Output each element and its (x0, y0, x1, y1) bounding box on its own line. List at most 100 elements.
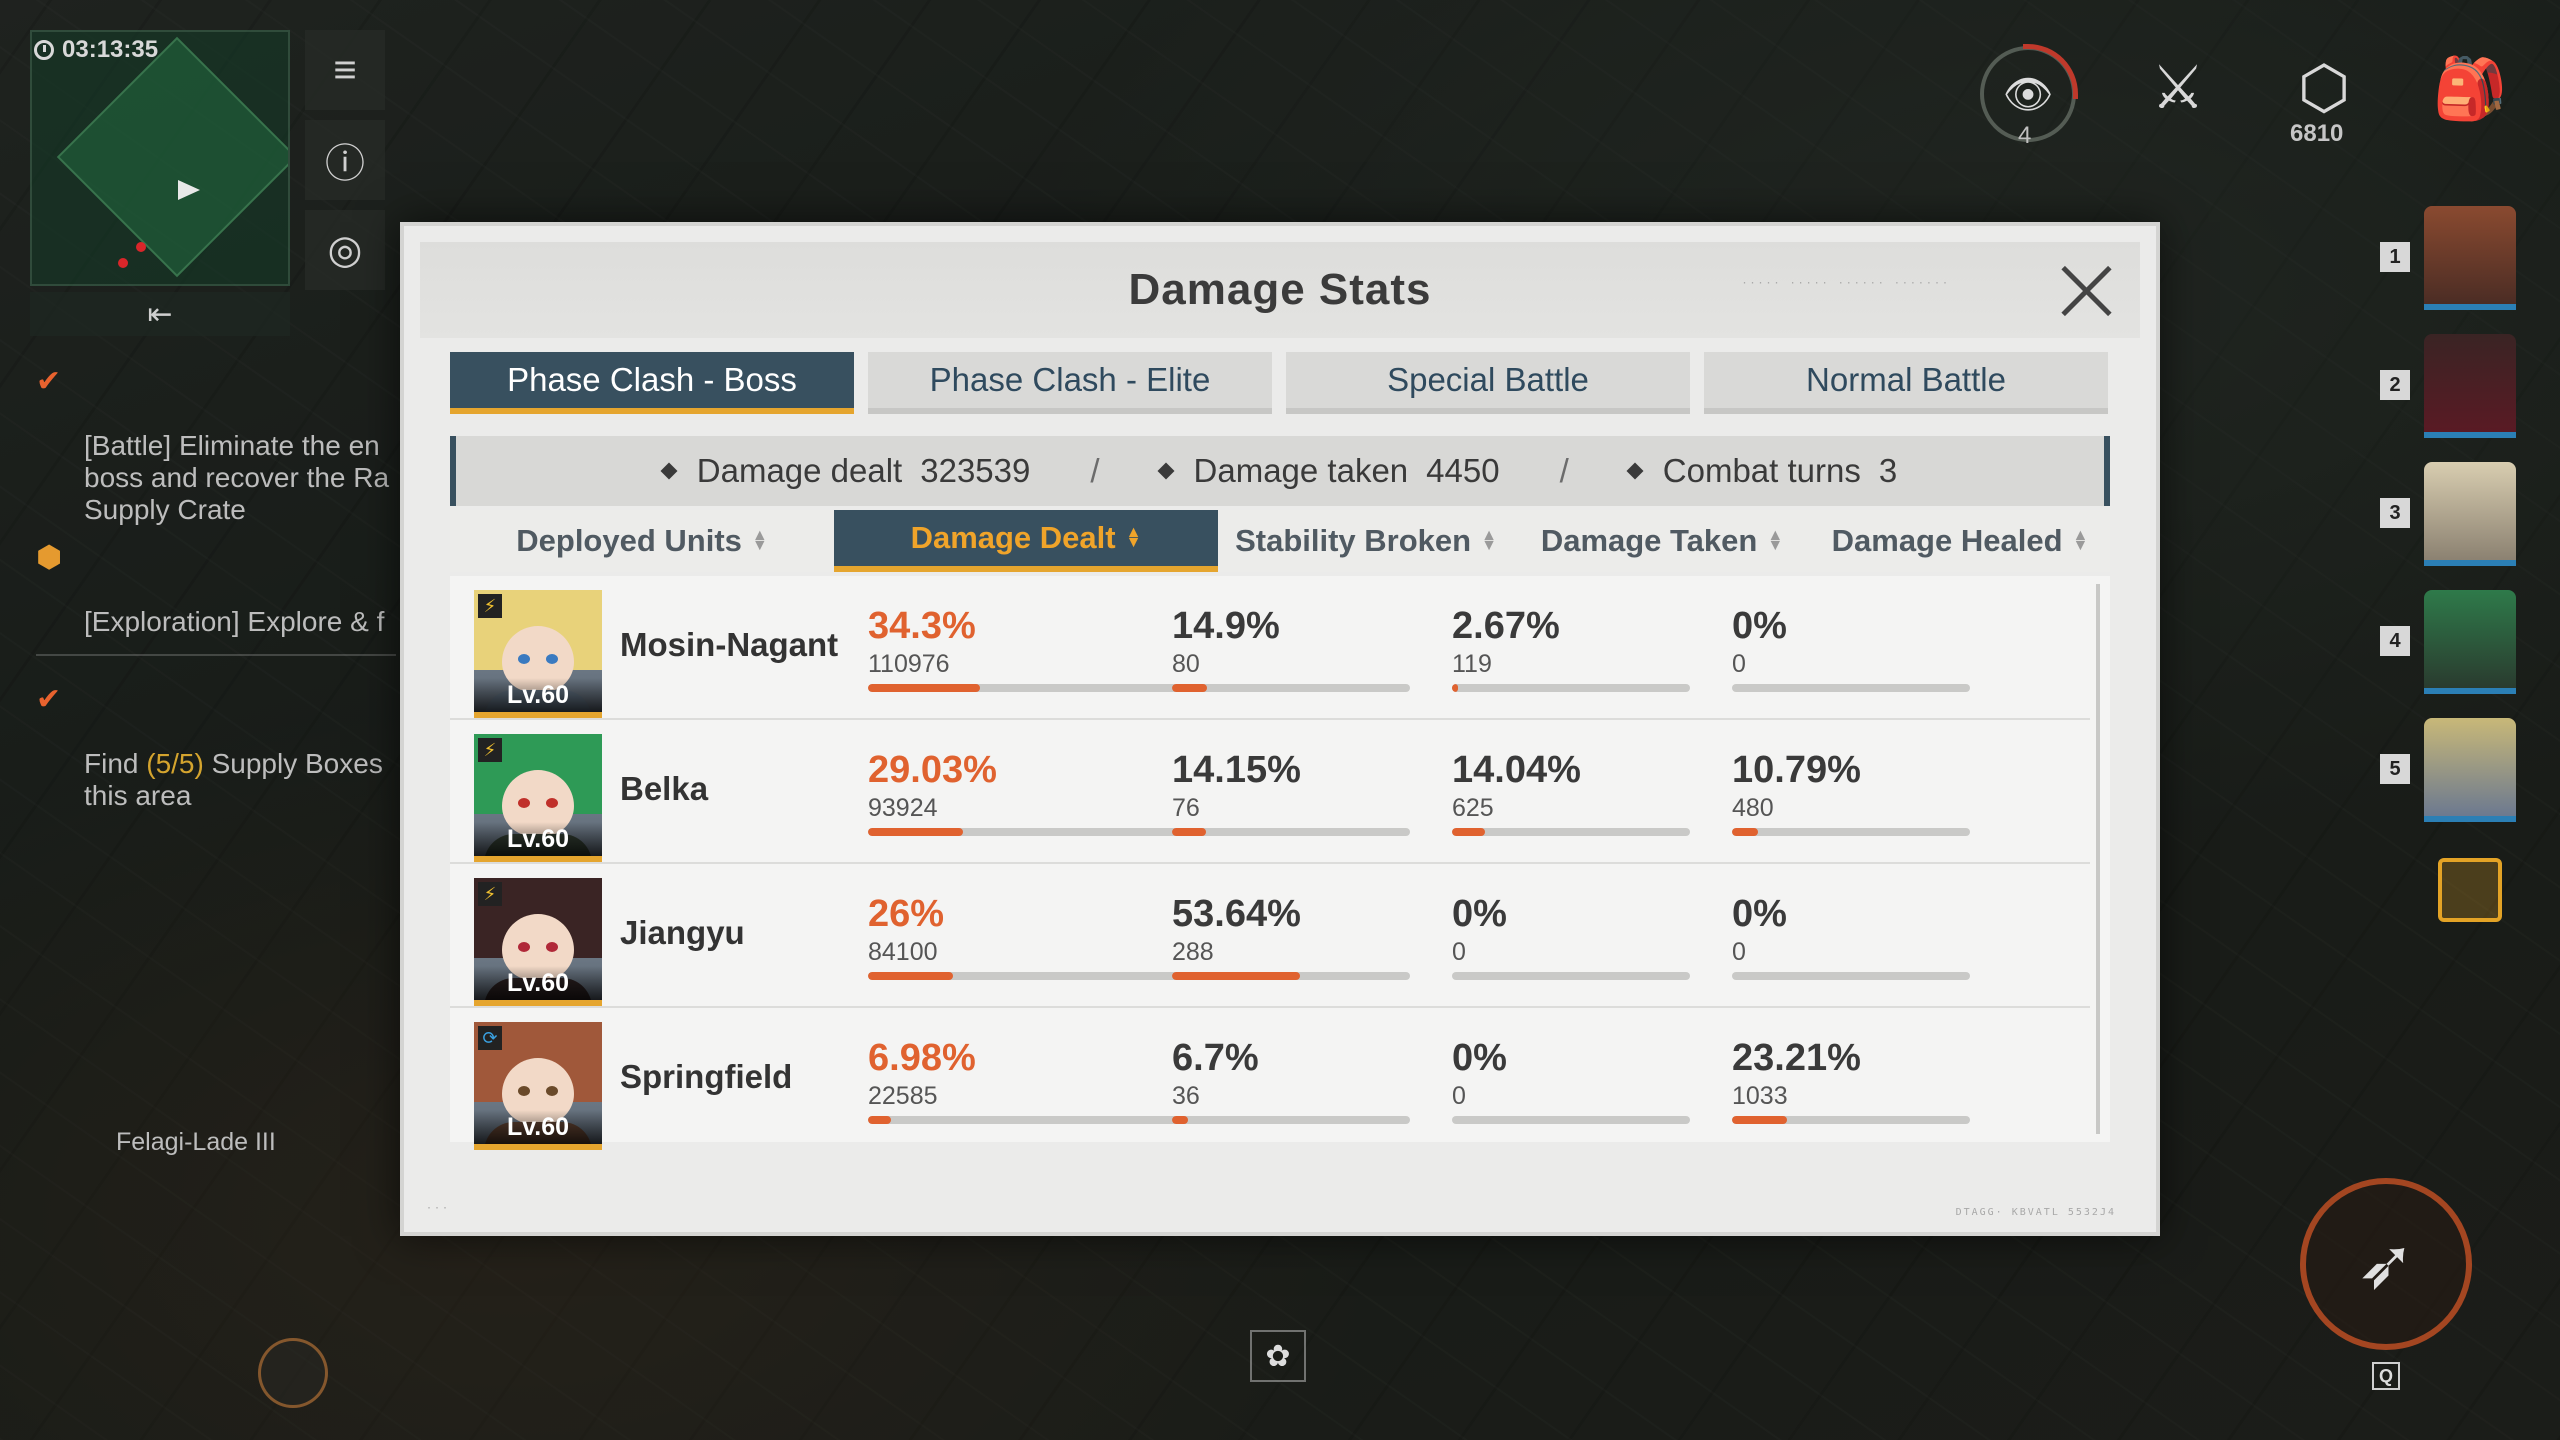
paw-icon: ✿ (1265, 1339, 1291, 1373)
stat-value: 76 (1172, 794, 1200, 822)
stat-percent: 0% (1732, 893, 1787, 935)
table-row[interactable]: Lv.60 ⚡ Mosin-Nagant 34.3% 110976 14.9% … (450, 576, 2090, 720)
squad-slot-1[interactable]: 1 (2380, 206, 2550, 310)
backpack-icon: 🎒 (2432, 54, 2508, 122)
info-button[interactable]: ⓘ (305, 120, 385, 200)
squad-slot-5[interactable]: 5 (2380, 718, 2550, 822)
paw-button[interactable]: ✿ (1250, 1330, 1306, 1382)
stat-value: 36 (1172, 1082, 1200, 1110)
squad-slot-2[interactable]: 2 (2380, 334, 2550, 438)
battle-type-tabs: Phase Clash - Boss Phase Clash - Elite S… (450, 352, 2108, 414)
portrait-eye (546, 798, 558, 808)
quest-item[interactable]: ✔ [Battle] Eliminate the en boss and rec… (36, 366, 406, 526)
stat-value: 288 (1172, 938, 1214, 966)
unit-stats-table: Lv.60 ⚡ Mosin-Nagant 34.3% 110976 14.9% … (450, 576, 2110, 1150)
stat-value: 80 (1172, 650, 1200, 678)
lightning-icon: ⚡ (478, 594, 502, 618)
location-name: Felagi-Lade III (116, 1128, 276, 1156)
column-label: Stability Broken (1235, 523, 1472, 558)
stat-broken: 14.9% 80 (1172, 604, 1410, 692)
unit-portrait[interactable]: Lv.60 ⚡ (474, 878, 602, 1006)
target-button[interactable]: ◎ (305, 210, 385, 290)
tab-phase-clash-boss[interactable]: Phase Clash - Boss (450, 352, 854, 414)
stat-bar (868, 1116, 1194, 1124)
unit-portrait[interactable]: Lv.60 ⚡ (474, 590, 602, 718)
focus-frame-button[interactable] (2438, 858, 2502, 922)
stat-percent: 2.67% (1452, 605, 1560, 647)
column-damage-healed[interactable]: Damage Healed ▲ ▼ (1810, 510, 2110, 572)
table-scrollbar[interactable] (2096, 584, 2100, 1134)
summary-damage-taken: Damage taken 4450 (1157, 452, 1500, 490)
tab-normal-battle[interactable]: Normal Battle (1704, 352, 2108, 414)
stat-healed: 0% 0 (1732, 604, 1970, 692)
slot-number: 1 (2380, 242, 2410, 272)
stat-percent: 14.9% (1172, 605, 1280, 647)
stat-bar (1172, 684, 1410, 692)
slot-underline (2424, 688, 2516, 694)
stat-percent: 26% (868, 893, 945, 935)
stat-dealt: 34.3% 110976 (868, 604, 1194, 692)
portrait-eye (518, 798, 530, 808)
stat-dealt: 29.03% 93924 (868, 748, 1194, 836)
quest-text: [Exploration] Explore & f (84, 606, 385, 637)
table-row[interactable]: Lv.60 ⚡ Jiangyu 26% 84100 53.64% 288 0% … (450, 864, 2090, 1008)
stat-taken: 2.67% 119 (1452, 604, 1690, 692)
cube-icon: ⬡ (2297, 54, 2351, 121)
crate-icon: ⬢ (36, 541, 63, 574)
stat-value: 119 (1452, 650, 1492, 678)
backpack-button[interactable]: 🎒 (2430, 48, 2510, 128)
quest-item[interactable]: ✔ Find (5/5) Supply Boxes this area (36, 684, 406, 812)
unit-portrait[interactable]: Lv.60 ⟳ (474, 1022, 602, 1150)
stat-bar (1732, 684, 1970, 692)
stat-value: 0 (1452, 1082, 1466, 1110)
slot-underline (2424, 560, 2516, 566)
unit-portrait[interactable]: Lv.60 ⚡ (474, 734, 602, 862)
formation-button[interactable]: ⚔ (2138, 48, 2218, 128)
quest-progress: (5/5) (146, 748, 204, 779)
slot-number: 3 (2380, 498, 2410, 528)
diamond-icon (1157, 462, 1175, 480)
portrait-eye (546, 1086, 558, 1096)
resource-button[interactable]: ⬡ (2284, 48, 2364, 128)
stat-taken: 0% 0 (1452, 1036, 1690, 1124)
tab-phase-clash-elite[interactable]: Phase Clash - Elite (868, 352, 1272, 414)
stat-value: 110976 (868, 650, 950, 678)
column-deployed-units[interactable]: Deployed Units ▲ ▼ (450, 510, 834, 572)
menu-icon: ≡ (333, 47, 357, 92)
mission-timer: 03:13:35 (34, 36, 158, 64)
stat-percent: 23.21% (1732, 1037, 1861, 1079)
stat-bar (1452, 1116, 1690, 1124)
stat-dealt: 26% 84100 (868, 892, 1194, 980)
column-stability-broken[interactable]: Stability Broken ▲ ▼ (1218, 510, 1514, 572)
damage-stats-modal: Damage Stats ····· ····· ······ ······· … (400, 222, 2160, 1236)
skill-button[interactable]: ➶ (2300, 1178, 2472, 1350)
squad-avatar (2424, 462, 2516, 562)
menu-button[interactable]: ≡ (305, 30, 385, 110)
squad-slot-3[interactable]: 3 (2380, 462, 2550, 566)
column-damage-dealt[interactable]: Damage Dealt ▲ ▼ (834, 510, 1218, 572)
column-label: Damage Healed (1831, 523, 2063, 558)
minimap-area (56, 36, 288, 278)
stat-bar-fill (1732, 1116, 1788, 1124)
quest-item[interactable]: ⬢ [Exploration] Explore & f (36, 542, 406, 638)
stat-bar-fill (1172, 972, 1300, 980)
portrait-eye (546, 654, 558, 664)
minimap[interactable] (30, 30, 290, 286)
close-button[interactable] (2060, 264, 2114, 318)
stat-bar (1732, 1116, 1970, 1124)
column-damage-taken[interactable]: Damage Taken ▲ ▼ (1514, 510, 1810, 572)
stat-percent: 0% (1732, 605, 1787, 647)
stat-value: 0 (1732, 938, 1746, 966)
stat-value: 22585 (868, 1082, 938, 1110)
enemy-marker-icon (136, 242, 146, 252)
table-row[interactable]: Lv.60 ⚡ Belka 29.03% 93924 14.15% 76 14.… (450, 720, 2090, 864)
tab-special-battle[interactable]: Special Battle (1286, 352, 1690, 414)
squad-slot-4[interactable]: 4 (2380, 590, 2550, 694)
exit-icon: ⇤ (147, 297, 173, 331)
table-row[interactable]: Lv.60 ⟳ Springfield 6.98% 22585 6.7% 36 … (450, 1008, 2090, 1152)
exit-button[interactable]: ⇤ (30, 292, 290, 336)
stat-bar (868, 684, 1194, 692)
unit-name: Mosin-Nagant (620, 626, 839, 663)
decorative-text: ····· ····· ······ ······· (1741, 278, 1950, 289)
stat-value: 93924 (868, 794, 938, 822)
